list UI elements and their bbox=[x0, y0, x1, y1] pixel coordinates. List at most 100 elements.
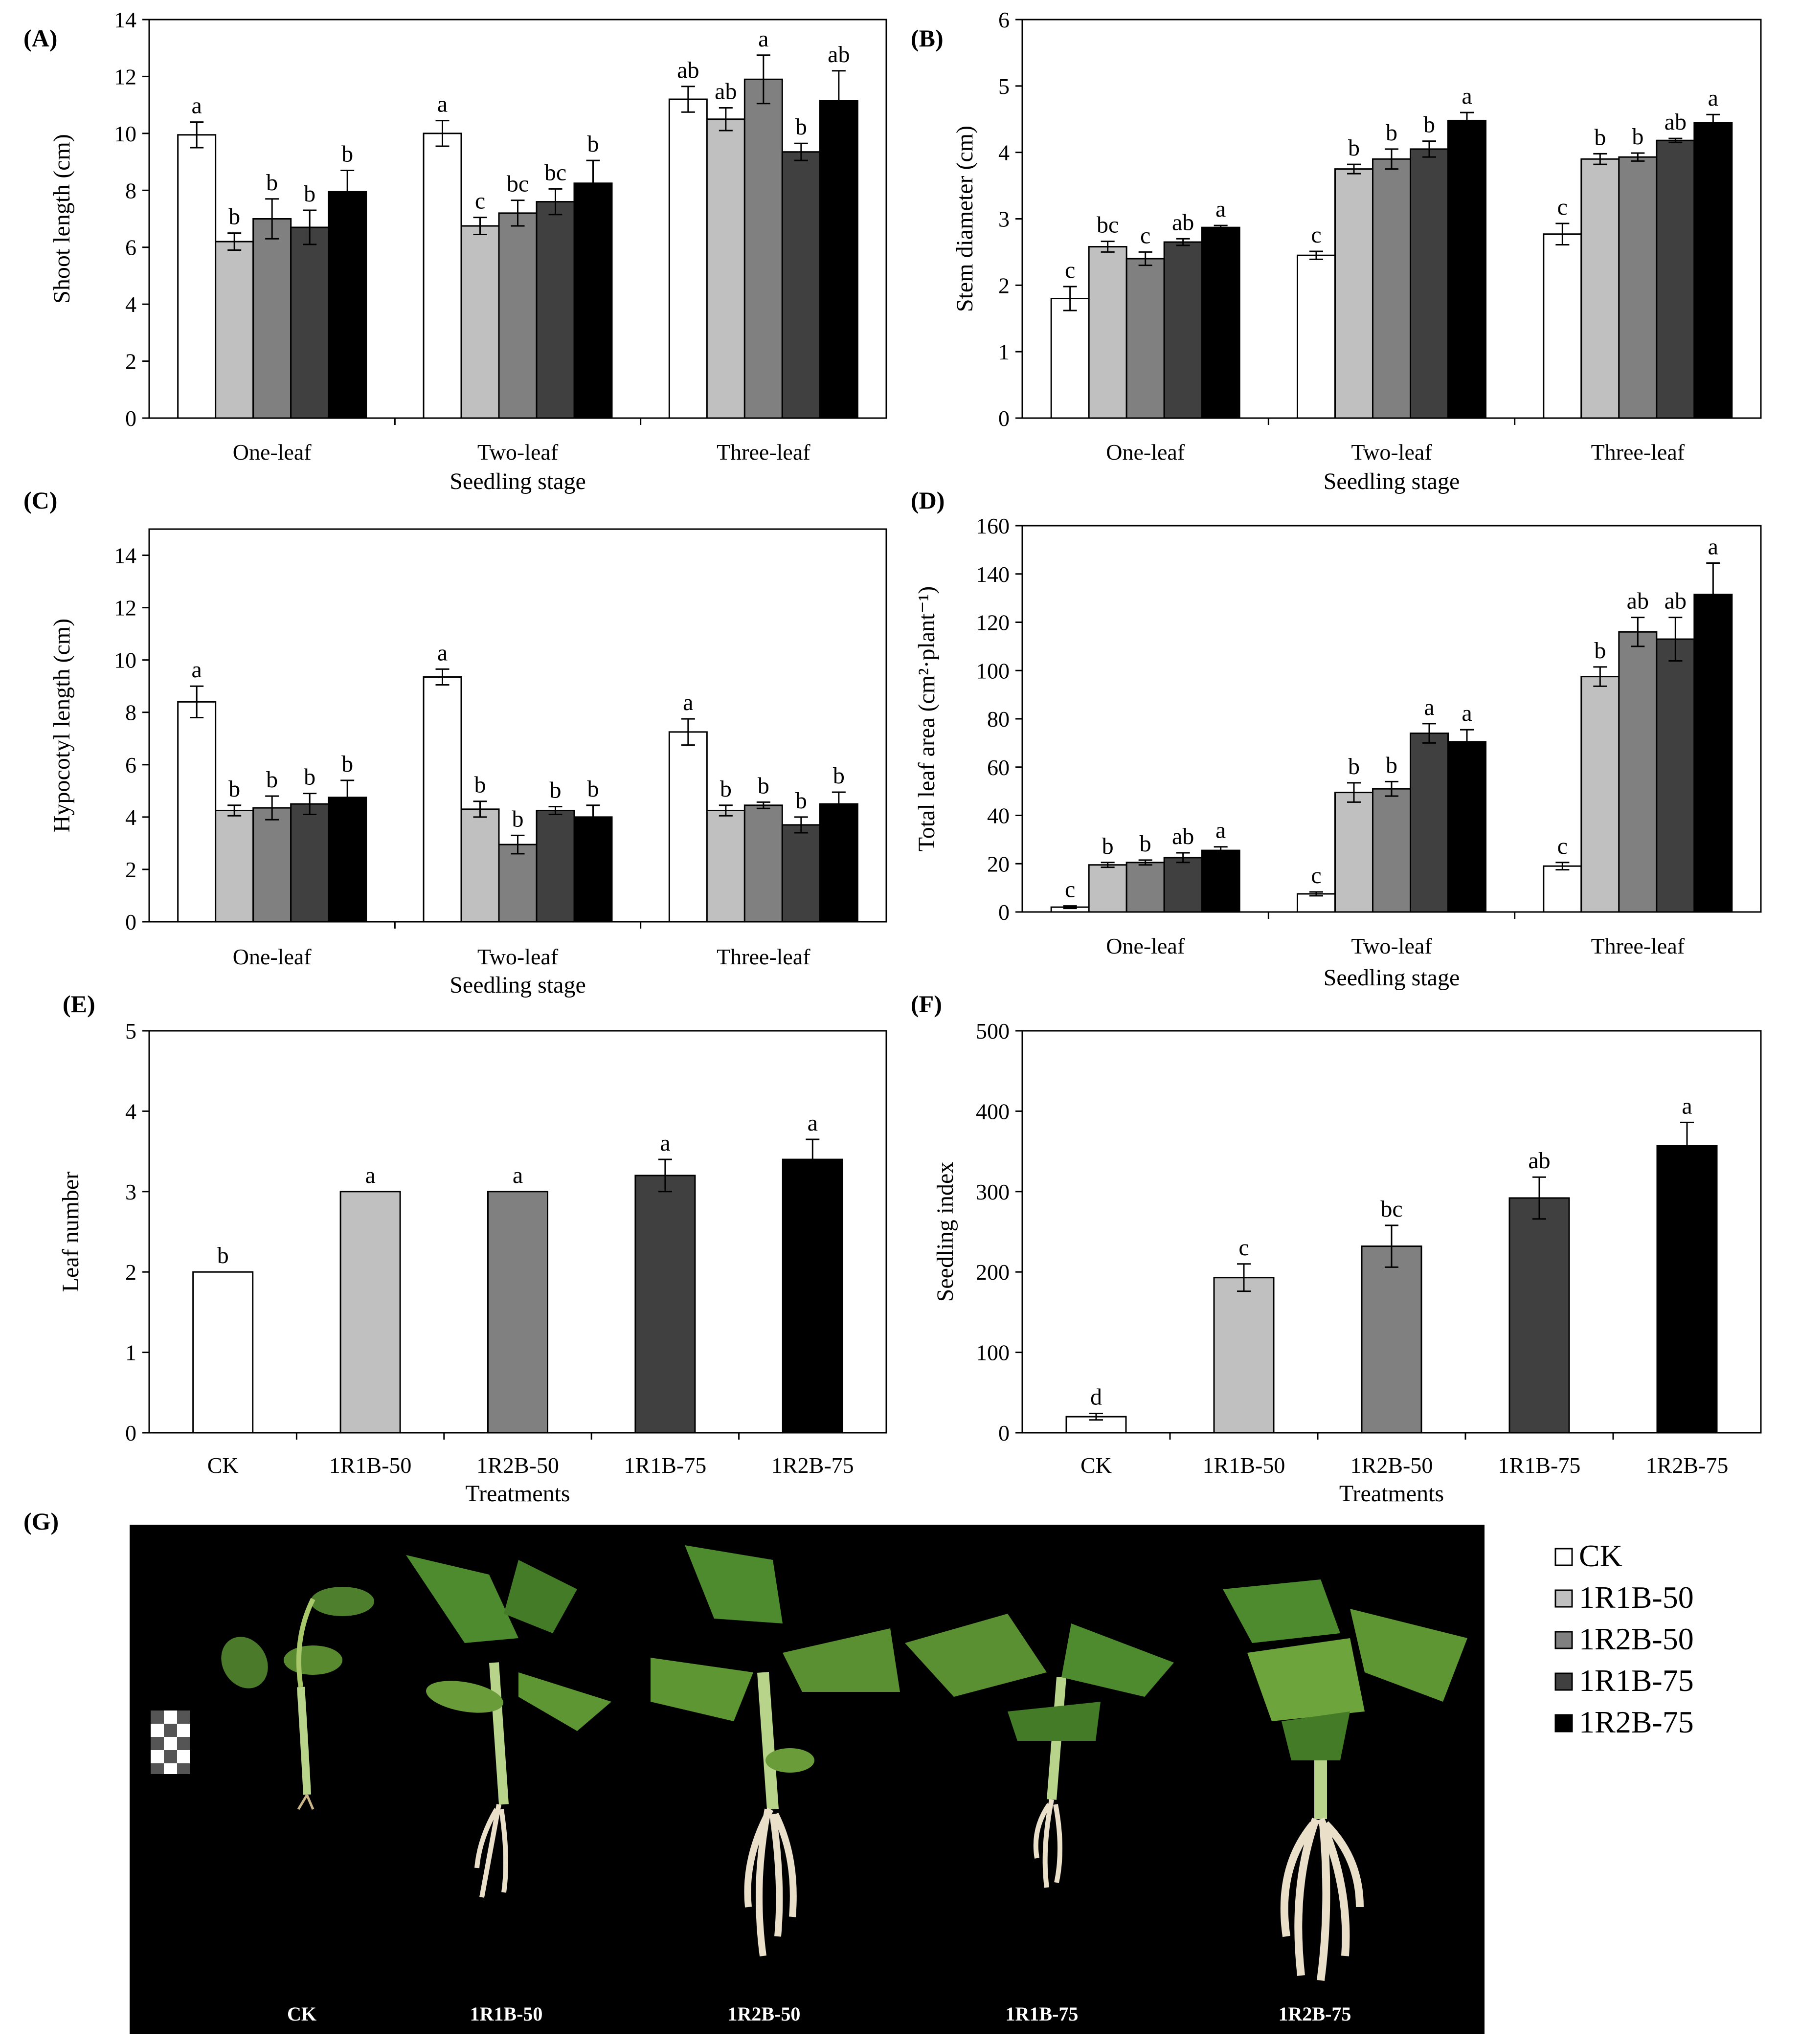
significance-letter: d bbox=[1090, 1384, 1102, 1410]
bar-1r2b-75 bbox=[782, 1158, 843, 1434]
bar-1r2b-75 bbox=[328, 191, 367, 419]
significance-letter: c bbox=[475, 188, 485, 214]
bar-1r1b-50 bbox=[460, 808, 500, 923]
significance-letter: a bbox=[660, 1130, 670, 1156]
y-tick-label: 500 bbox=[976, 1019, 1010, 1044]
bar-1r1b-75 bbox=[634, 1175, 696, 1434]
y-tick-label: 0 bbox=[125, 910, 136, 934]
significance-letter: a bbox=[1424, 694, 1434, 720]
significance-letter: b bbox=[795, 788, 807, 814]
significance-letter: b bbox=[266, 170, 278, 196]
significance-letter: c bbox=[1311, 863, 1321, 889]
plant-1r1b-50 bbox=[406, 1555, 611, 1898]
legend-swatch-1r1b-50 bbox=[1554, 1589, 1573, 1608]
y-tick-label: 2 bbox=[125, 1260, 136, 1285]
significance-letter: b bbox=[266, 767, 278, 793]
y-tick-label: 1 bbox=[998, 339, 1010, 364]
significance-letter: ab bbox=[677, 57, 699, 83]
y-axis-title: Total leaf area (cm²·plant⁻¹) bbox=[914, 586, 940, 851]
bar-1r1b-75 bbox=[1410, 733, 1449, 913]
significance-letter: b bbox=[1102, 833, 1114, 859]
significance-letter: bc bbox=[1097, 212, 1119, 238]
bar-1r2b-75 bbox=[1447, 741, 1486, 913]
significance-letter: b bbox=[1594, 638, 1606, 664]
significance-letter: a bbox=[513, 1162, 523, 1188]
bar-1r1b-50 bbox=[1580, 158, 1620, 419]
significance-letter: c bbox=[1238, 1235, 1249, 1261]
y-tick-label: 4 bbox=[125, 805, 136, 830]
significance-letter: ab bbox=[1627, 588, 1649, 614]
bar-ck bbox=[1543, 233, 1582, 419]
y-tick-label: 1 bbox=[125, 1340, 136, 1365]
bar-1r2b-50 bbox=[252, 807, 292, 923]
significance-letter: a bbox=[1708, 85, 1718, 111]
legend-swatch-ck bbox=[1554, 1548, 1573, 1566]
significance-letter: a bbox=[1708, 534, 1718, 560]
bar-ck bbox=[1297, 893, 1336, 913]
bar-ck bbox=[668, 731, 708, 923]
bar-1r2b-75 bbox=[819, 803, 858, 923]
y-axis-title: Seedling index bbox=[932, 1162, 958, 1302]
significance-letter: b bbox=[304, 181, 315, 207]
legend-label-1r2b-75: 1R2B-75 bbox=[1579, 1705, 1694, 1739]
significance-letter: b bbox=[304, 764, 315, 790]
y-tick-label: 0 bbox=[125, 406, 136, 431]
y-tick-label: 5 bbox=[125, 1019, 136, 1044]
x-axis-title: Seedling stage bbox=[450, 972, 586, 998]
bar-1r1b-75 bbox=[290, 226, 330, 419]
y-tick-label: 12 bbox=[114, 596, 136, 621]
bar-1r1b-50 bbox=[215, 809, 254, 923]
significance-letter: c bbox=[1311, 222, 1321, 248]
significance-letter: b bbox=[228, 204, 240, 230]
significance-letter: a bbox=[192, 657, 202, 683]
bar-ck bbox=[192, 1271, 254, 1434]
legend-label-1r1b-75: 1R1B-75 bbox=[1579, 1663, 1694, 1698]
x-tick-label: 1R1B-75 bbox=[1498, 1453, 1581, 1478]
y-tick-label: 6 bbox=[998, 7, 1010, 32]
bar-1r1b-75 bbox=[536, 809, 575, 923]
significance-letter: bc bbox=[544, 159, 566, 185]
significance-letter: b bbox=[341, 751, 353, 777]
significance-letter: ab bbox=[1172, 209, 1194, 235]
significance-letter: ab bbox=[1665, 109, 1687, 135]
y-tick-label: 0 bbox=[998, 1421, 1010, 1445]
y-tick-label: 10 bbox=[114, 121, 136, 146]
bar-1r1b-50 bbox=[706, 118, 745, 419]
x-tick-label: 1R2B-50 bbox=[1350, 1453, 1433, 1478]
bar-1r1b-75 bbox=[1656, 638, 1695, 913]
significance-letter: b bbox=[795, 114, 807, 140]
y-tick-label: 10 bbox=[114, 648, 136, 673]
plant-1r2b-50 bbox=[651, 1545, 900, 1956]
plant-1r2b-75 bbox=[1223, 1579, 1467, 1981]
y-tick-label: 40 bbox=[987, 803, 1010, 828]
significance-letter: a bbox=[808, 1110, 818, 1136]
significance-letter: b bbox=[1348, 754, 1360, 779]
significance-letter: a bbox=[437, 91, 448, 117]
chart-c: (C) 0 2 4 6 8 10 12 14 Hypocotyl length (cm) One-l… bbox=[23, 487, 887, 998]
panel-letter: (E) bbox=[63, 990, 95, 1018]
significance-letter: b bbox=[720, 776, 732, 802]
panel-letter: (B) bbox=[911, 24, 944, 52]
x-tick-label: 1R1B-50 bbox=[329, 1453, 412, 1478]
significance-letter: b bbox=[833, 763, 845, 789]
bar-ck bbox=[668, 98, 708, 419]
bar-1r1b-50 bbox=[1213, 1277, 1275, 1434]
y-tick-label: 160 bbox=[976, 513, 1010, 538]
bar-1r1b-75 bbox=[781, 824, 821, 923]
significance-letter: c bbox=[1557, 194, 1568, 220]
plant-ck bbox=[221, 1587, 374, 1810]
bar-1r1b-50 bbox=[339, 1191, 401, 1434]
panel-letter: (C) bbox=[23, 487, 57, 514]
bar-1r1b-75 bbox=[1508, 1197, 1570, 1434]
photo-label-1r1b-50: 1R1B-50 bbox=[470, 2003, 543, 2025]
chart-a: (A) 0 2 4 6 8 10 12 14 Shoot length (cm) One-leaf T… bbox=[23, 7, 887, 494]
x-axis-title: Treatments bbox=[465, 1481, 570, 1507]
significance-letter: b bbox=[228, 776, 240, 802]
significance-letter: b bbox=[1348, 135, 1360, 161]
y-tick-label: 8 bbox=[125, 178, 136, 203]
bar-1r2b-50 bbox=[1372, 158, 1411, 419]
legend: CK 1R1B-50 1R2B-50 1R1B-75 1R2B-75 bbox=[1554, 1538, 1694, 1739]
significance-letter: a bbox=[683, 689, 693, 715]
y-tick-label: 80 bbox=[987, 707, 1010, 732]
